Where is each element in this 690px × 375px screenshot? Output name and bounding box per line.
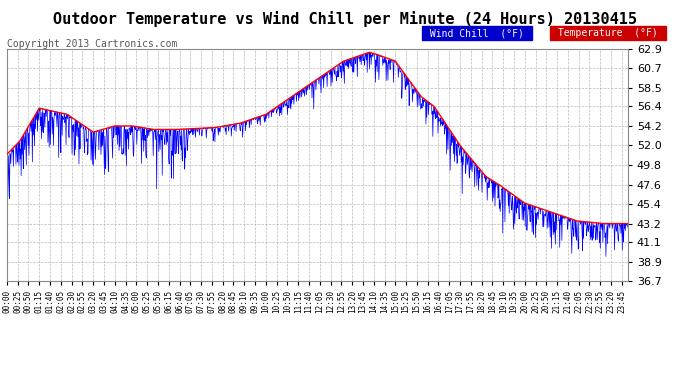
Text: Copyright 2013 Cartronics.com: Copyright 2013 Cartronics.com (7, 39, 177, 50)
Text: Outdoor Temperature vs Wind Chill per Minute (24 Hours) 20130415: Outdoor Temperature vs Wind Chill per Mi… (53, 11, 637, 27)
Text: Temperature  (°F): Temperature (°F) (552, 28, 664, 38)
Text: Wind Chill  (°F): Wind Chill (°F) (424, 28, 530, 38)
